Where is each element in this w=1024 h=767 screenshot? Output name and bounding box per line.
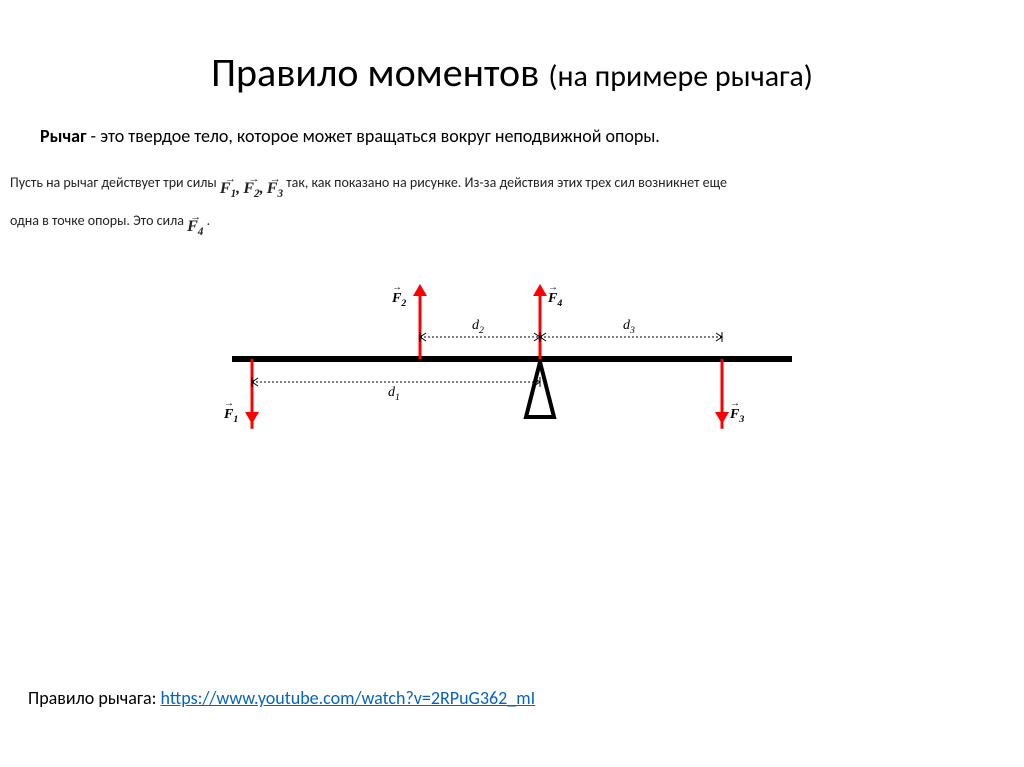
dim-d2: d2	[420, 318, 540, 342]
page-title: Правило моментов (на примере рычага)	[0, 0, 1024, 97]
force-arrowhead-f1	[245, 412, 259, 424]
footer: Правило рычага: https://www.youtube.com/…	[28, 687, 535, 709]
force-label-f2: →F2	[391, 282, 406, 309]
force-arrowhead-f4	[533, 284, 547, 296]
dim-d1: d1	[252, 377, 540, 403]
title-main: Правило моментов	[211, 48, 548, 97]
force-label-f3: →F3	[729, 398, 744, 425]
lever-diagram: →F1 →F2 →F4 →F3 d1 d2 d3	[202, 259, 822, 479]
vector-f2-inline: →F2,	[243, 176, 263, 201]
force-arrowhead-f3	[715, 412, 729, 424]
dim-label-d3: d3	[623, 318, 635, 336]
fulcrum	[526, 362, 554, 417]
force-arrowhead-f2	[413, 284, 427, 296]
footer-label: Правило рычага:	[28, 687, 161, 709]
force-label-f1: →F1	[223, 398, 238, 425]
dim-d3: d3	[540, 318, 722, 342]
svg-text:F2: F2	[391, 291, 406, 309]
svg-text:F1: F1	[223, 407, 238, 425]
body-2a: одна в точке опоры. Это сила	[10, 212, 187, 229]
body-line-2: одна в точке опоры. Это сила →F4 .	[0, 201, 1024, 239]
vector-f3-inline: →F3	[267, 176, 283, 201]
svg-text:F3: F3	[729, 407, 744, 425]
definition-paragraph: Рычаг - это твердое тело, которое может …	[0, 97, 1024, 147]
force-label-f4: →F4	[547, 282, 562, 309]
svg-text:F4: F4	[547, 291, 562, 309]
vector-f1-inline: →F1,	[220, 176, 240, 201]
dim-label-d2: d2	[472, 318, 484, 336]
footer-link[interactable]: https://www.youtube.com/watch?v=2RPuG362…	[161, 687, 536, 709]
title-sub: (на примере рычага)	[548, 58, 812, 95]
body-1b: так, как показано на рисунке. Из-за дейс…	[286, 174, 727, 191]
body-line-1: Пусть на рычаг действует три силы →F1, →…	[0, 147, 1024, 201]
body-2b: .	[207, 212, 211, 229]
body-1a: Пусть на рычаг действует три силы	[10, 174, 220, 191]
vector-f4-inline: →F4	[187, 214, 203, 239]
definition-term: Рычаг	[40, 125, 86, 147]
dim-label-d1: d1	[388, 385, 400, 403]
definition-text: - это твердое тело, которое может вращат…	[86, 125, 659, 147]
